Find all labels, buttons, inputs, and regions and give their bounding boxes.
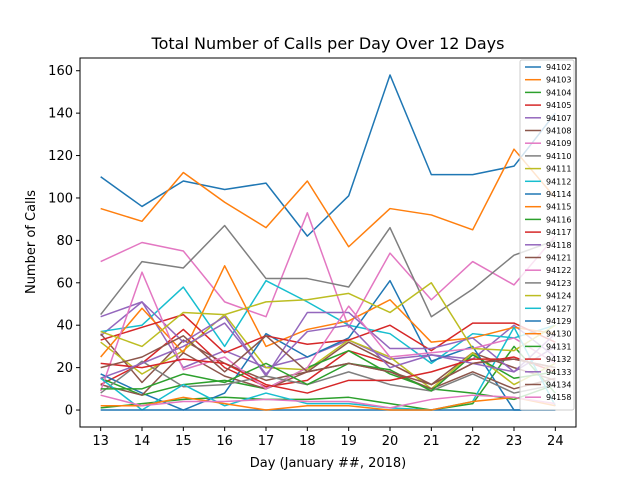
legend-label-94107: 94107 xyxy=(546,114,571,123)
legend-label-94127: 94127 xyxy=(546,304,571,313)
legend-label-94122: 94122 xyxy=(546,266,571,275)
y-tick-label: 120 xyxy=(48,149,73,164)
series-line-94103 xyxy=(100,148,556,248)
legend-label-94114: 94114 xyxy=(546,190,571,199)
series-line-94110 xyxy=(100,224,556,318)
legend-label-94123: 94123 xyxy=(546,279,571,288)
legend-label-94108: 94108 xyxy=(546,127,571,136)
legend-label-94124: 94124 xyxy=(546,292,571,301)
series-line-94124 xyxy=(100,282,556,352)
legend-label-94104: 94104 xyxy=(546,88,571,97)
y-tick-label: 160 xyxy=(48,64,73,79)
legend-label-94129: 94129 xyxy=(546,317,571,326)
series-line-94116 xyxy=(100,349,556,401)
x-tick-label: 21 xyxy=(423,434,440,449)
x-tick-label: 18 xyxy=(299,434,316,449)
series-line-94122 xyxy=(99,271,556,392)
x-tick-label: 17 xyxy=(258,434,275,449)
legend-label-94130: 94130 xyxy=(546,330,571,339)
legend-label-94117: 94117 xyxy=(546,228,571,237)
series-line-94108 xyxy=(100,333,556,386)
legend-label-94131: 94131 xyxy=(546,342,571,351)
plot-frame xyxy=(79,57,577,428)
y-tick-label: 140 xyxy=(48,107,73,122)
legend-label-94103: 94103 xyxy=(546,76,571,85)
y-tick-label: 20 xyxy=(56,361,73,376)
x-tick-label: 24 xyxy=(547,434,564,449)
x-axis-label: Day (January ##, 2018) xyxy=(250,456,407,471)
series-lines xyxy=(99,74,556,411)
legend-label-94134: 94134 xyxy=(546,381,571,390)
series-line-94112 xyxy=(100,279,556,365)
x-tick-label: 23 xyxy=(506,434,523,449)
series-line-94123 xyxy=(100,360,556,394)
legend-label-94105: 94105 xyxy=(546,101,571,110)
x-tick-label: 20 xyxy=(382,434,399,449)
x-axis: 13 14 15 16 17 18 19 20 21 22 23 24 xyxy=(92,427,564,449)
x-tick-label: 22 xyxy=(464,434,481,449)
legend-label-94158: 94158 xyxy=(546,393,571,402)
x-tick-label: 16 xyxy=(216,434,233,449)
y-tick-label: 40 xyxy=(56,319,73,334)
legend: 94102 94103 94104 94105 94107 94108 94109 94110… xyxy=(519,59,575,411)
legend-label-94121: 94121 xyxy=(546,254,571,263)
legend-label-94110: 94110 xyxy=(546,152,571,161)
legend-label-94132: 94132 xyxy=(546,355,571,364)
series-line-94114 xyxy=(100,279,556,411)
series-line-94158 xyxy=(100,394,556,409)
y-tick-label: 0 xyxy=(65,404,73,419)
chart-title: Total Number of Calls per Day Over 12 Da… xyxy=(151,34,505,53)
series-line-94134 xyxy=(100,335,556,386)
y-tick-label: 100 xyxy=(48,191,73,206)
series-line-94133 xyxy=(100,322,556,379)
legend-label-94133: 94133 xyxy=(546,368,571,377)
legend-label-94111: 94111 xyxy=(546,165,571,174)
series-line-94132 xyxy=(100,358,556,394)
legend-box xyxy=(519,59,575,411)
x-tick-label: 19 xyxy=(340,434,357,449)
legend-label-94112: 94112 xyxy=(546,177,571,186)
series-line-94117 xyxy=(100,313,556,354)
series-line-94127 xyxy=(100,326,556,411)
y-tick-label: 80 xyxy=(56,234,73,249)
series-line-94130 xyxy=(100,396,556,411)
y-tick-label: 60 xyxy=(56,276,73,291)
legend-label-94102: 94102 xyxy=(546,63,571,72)
legend-label-94115: 94115 xyxy=(546,203,571,212)
y-axis-label: Number of Calls xyxy=(24,190,39,294)
series-line-94107 xyxy=(100,301,556,369)
series-line-94118 xyxy=(100,301,556,377)
legend-label-94109: 94109 xyxy=(546,139,571,148)
x-tick-label: 14 xyxy=(134,434,151,449)
legend-label-94118: 94118 xyxy=(546,241,571,250)
legend-label-94116: 94116 xyxy=(546,215,571,224)
x-tick-label: 13 xyxy=(92,434,109,449)
series-line-94115 xyxy=(100,265,556,358)
series-line-94109 xyxy=(100,212,556,329)
x-tick-label: 15 xyxy=(175,434,192,449)
y-axis: 0 20 40 60 80 100 120 140 160 xyxy=(48,64,80,419)
series-line-94102 xyxy=(100,74,556,237)
